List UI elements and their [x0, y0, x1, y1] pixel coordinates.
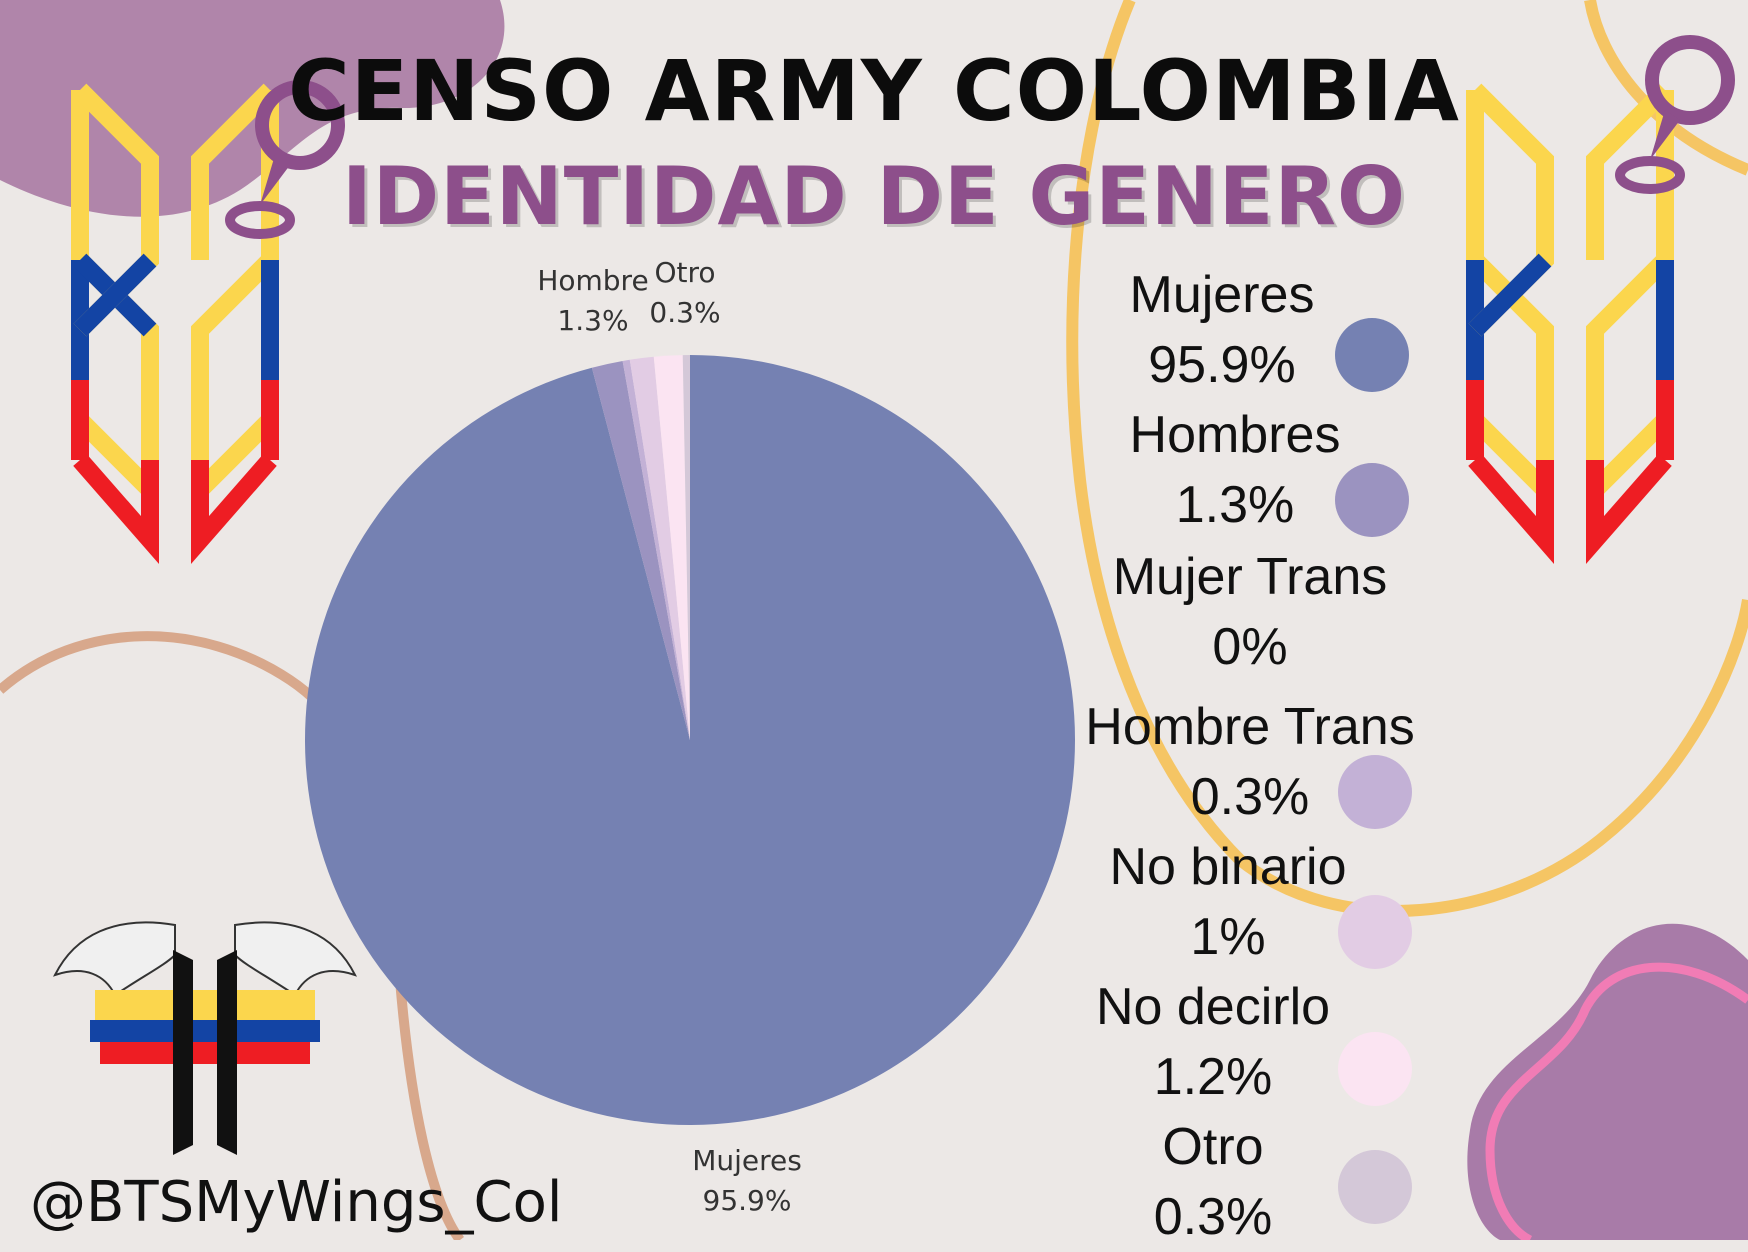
legend-name: No decirlo — [1095, 978, 1331, 1036]
page-subtitle: IDENTIDAD DE GENERO — [341, 150, 1407, 243]
pie-slice-no-binario — [629, 356, 690, 740]
bts-logo-icon — [71, 83, 279, 564]
legend-value: 95.9% — [1148, 336, 1296, 394]
legend-swatch — [1335, 463, 1409, 537]
legend-value: 1% — [1190, 908, 1266, 966]
legend-name: Otro — [1162, 1118, 1264, 1176]
pie-slice-hombres — [591, 360, 690, 740]
winged-logo-icon — [53, 921, 357, 1155]
legend-swatch — [1338, 895, 1412, 969]
legend-label-mujer-trans: Mujer Trans 0% — [1040, 542, 1460, 682]
pie-slice-hombre-trans — [622, 359, 690, 740]
legend-value: 1.2% — [1153, 1048, 1273, 1106]
page-title: CENSO ARMY COLOMBIA — [288, 42, 1460, 140]
pie-label: Mujeres 95.9% — [692, 1144, 802, 1217]
pie-label-name: Mujeres — [692, 1144, 802, 1177]
pie-label: Hombre 1.3% — [537, 264, 648, 337]
legend-name: No binario — [1109, 838, 1347, 896]
legend-name: Hombre Trans — [1085, 698, 1415, 756]
legend-value: 0% — [1212, 618, 1288, 676]
social-handle: @BTSMyWings_Col — [30, 1170, 563, 1235]
legend-label-no-decirlo: No decirlo 1.2% — [1003, 972, 1423, 1112]
pie-label: Otro 0.3% — [649, 256, 720, 329]
legend-label-hombres: Hombres 1.3% — [1025, 400, 1445, 540]
pie-label-name: Hombre — [537, 264, 648, 297]
legend-label-no-binario: No binario 1% — [1018, 832, 1438, 972]
legend-label-hombre-trans: Hombre Trans 0.3% — [1040, 692, 1460, 832]
legend-value: 0.3% — [1153, 1188, 1273, 1246]
pie-label-value: 1.3% — [557, 304, 628, 337]
legend-value: 1.3% — [1175, 476, 1295, 534]
legend-swatch — [1335, 318, 1409, 392]
legend-swatch — [1338, 1032, 1412, 1106]
legend-name: Mujer Trans — [1112, 548, 1388, 606]
legend-swatch — [1338, 1150, 1412, 1224]
location-pin-icon — [1615, 35, 1735, 194]
legend-name: Hombres — [1129, 406, 1341, 464]
location-pin-icon — [225, 80, 345, 239]
pie-chart — [305, 355, 1075, 1125]
legend-swatch — [1338, 755, 1412, 829]
pie-slice-otro — [682, 355, 690, 740]
legend-label-mujeres: Mujeres 95.9% — [1012, 260, 1432, 400]
pie-label-name: Otro — [654, 256, 715, 289]
pie-slice-no-decirlo — [653, 355, 690, 740]
legend-value: 0.3% — [1190, 768, 1310, 826]
legend-label-otro: Otro 0.3% — [1003, 1112, 1423, 1252]
pie-label-value: 95.9% — [703, 1184, 792, 1217]
bts-logo-icon — [1466, 83, 1674, 564]
legend-name: Mujeres — [1129, 266, 1315, 324]
pie-label-value: 0.3% — [649, 296, 720, 329]
pie-labels: Mujeres 95.9% Hombre 1.3% Otro 0.3% — [537, 256, 801, 1217]
